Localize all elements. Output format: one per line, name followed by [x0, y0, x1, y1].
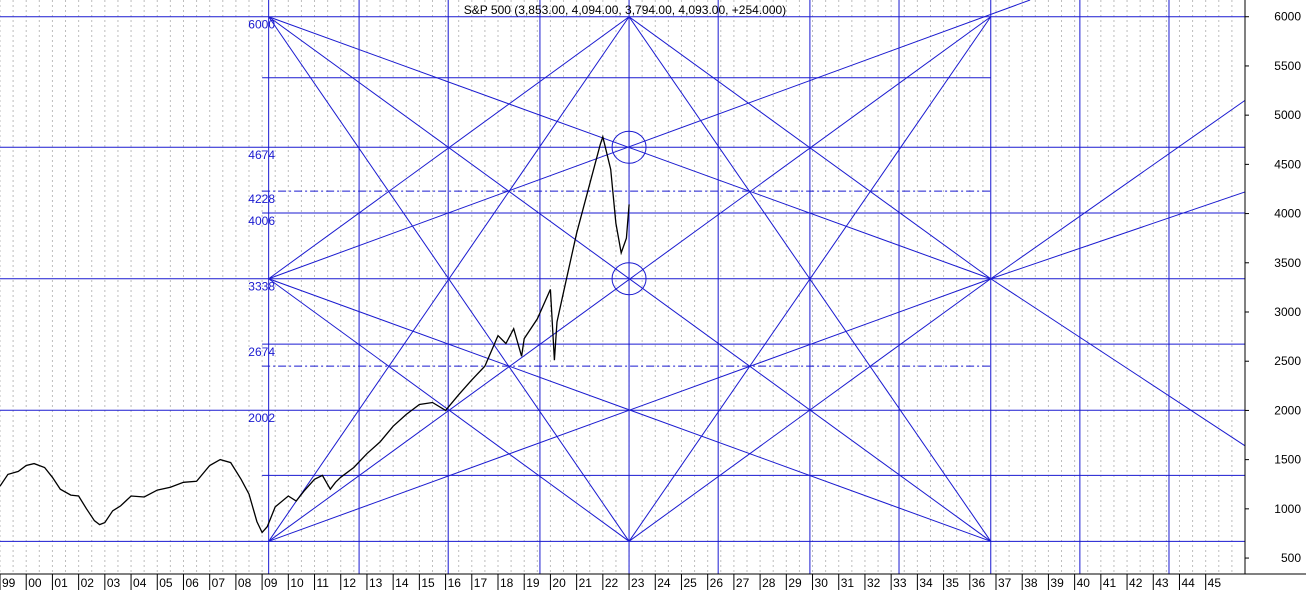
- circle-marker: [611, 130, 647, 164]
- x-tick-label: 37: [998, 576, 1012, 590]
- x-tick-label: 18: [500, 576, 514, 590]
- x-tick-label: 09: [264, 576, 278, 590]
- x-tick-label: 31: [841, 576, 855, 590]
- y-tick-label: 1000: [1274, 502, 1301, 516]
- x-tick-label: 29: [788, 576, 802, 590]
- x-tick-label: 14: [395, 576, 409, 590]
- x-tick-label: 35: [946, 576, 960, 590]
- circle-marker: [611, 262, 647, 296]
- x-tick-label: 03: [107, 576, 121, 590]
- x-tick-label: 04: [133, 576, 147, 590]
- x-tick-label: 42: [1129, 576, 1143, 590]
- level-label: 4674: [248, 148, 275, 162]
- gann-line: [628, 278, 992, 542]
- x-tick-label: 40: [1077, 576, 1091, 590]
- y-tick-label: 4000: [1274, 207, 1301, 221]
- x-tick-label: 06: [185, 576, 199, 590]
- level-label: 4006: [248, 214, 275, 228]
- level-labels: 6000 4674 4228 4006 3338 2674 2002: [248, 18, 275, 425]
- x-tick-label: 01: [54, 576, 68, 590]
- x-tick-label: 02: [81, 576, 95, 590]
- y-tick-label: 2000: [1274, 403, 1301, 417]
- gann-line: [268, 278, 630, 542]
- y-tick-label: 5000: [1274, 108, 1301, 122]
- level-label: 6000: [248, 18, 275, 32]
- x-tick-label: 21: [579, 576, 593, 590]
- x-tick-label: 08: [238, 576, 252, 590]
- vertical-levels: [268, 0, 1170, 574]
- x-tick-label: 00: [28, 576, 42, 590]
- level-label: 4228: [248, 192, 275, 206]
- x-tick-label: 19: [526, 576, 540, 590]
- vertical-grid: [0, 0, 1233, 574]
- x-tick-label: 17: [474, 576, 488, 590]
- x-tick-label: 36: [972, 576, 986, 590]
- x-tick-label: 24: [657, 576, 671, 590]
- x-tick-label: 43: [1155, 576, 1169, 590]
- x-tick-label: 15: [421, 576, 435, 590]
- gann-line: [990, 99, 1246, 280]
- gann-line: [990, 278, 1246, 447]
- y-tick-label: 4500: [1274, 157, 1301, 171]
- level-label: 2002: [248, 411, 275, 425]
- x-tick-label: 30: [815, 576, 829, 590]
- gann-lines: [268, 0, 1246, 542]
- x-tick-label: 44: [1181, 576, 1195, 590]
- gann-line: [268, 16, 991, 280]
- horizontal-levels: [0, 16, 1245, 542]
- x-tick-label: 11: [317, 576, 330, 590]
- circles: [611, 130, 647, 296]
- x-tick-label: 38: [1024, 576, 1038, 590]
- x-axis: 99 00 01 02 03 04 05 06 07 08 09 10 11 12 13 14 15 16 17 18…: [0, 574, 1221, 590]
- y-axis: 500 1000 1500 2000 2500 3000 3500 4000 4500 5000 5…: [1245, 10, 1301, 565]
- level-label: 3338: [248, 280, 275, 294]
- x-tick-label: 12: [343, 576, 357, 590]
- x-tick-label: 27: [736, 576, 750, 590]
- x-tick-label: 45: [1208, 576, 1222, 590]
- x-tick-label: 33: [893, 576, 907, 590]
- x-tick-label: 07: [212, 576, 226, 590]
- x-tick-label: 25: [683, 576, 697, 590]
- x-tick-label: 28: [762, 576, 776, 590]
- x-tick-label: 34: [919, 576, 933, 590]
- gann-line: [628, 16, 992, 542]
- gann-line: [268, 0, 1031, 280]
- chart-title: S&P 500 (3,853.00, 4,094.00, 3,794.00, 4…: [464, 3, 786, 17]
- y-tick-label: 2500: [1274, 354, 1301, 368]
- gann-line: [990, 191, 1246, 280]
- x-tick-label: 10: [290, 576, 304, 590]
- x-tick-label: 39: [1050, 576, 1064, 590]
- x-tick-label: 20: [552, 576, 566, 590]
- y-tick-label: 5500: [1274, 59, 1301, 73]
- x-tick-label: 22: [605, 576, 619, 590]
- gann-line: [268, 278, 991, 542]
- x-tick-label: 05: [159, 576, 173, 590]
- y-tick-label: 3000: [1274, 305, 1301, 319]
- price-series: [0, 134, 630, 534]
- x-tick-label: 13: [369, 576, 383, 590]
- y-tick-label: 3500: [1274, 256, 1301, 270]
- gann-line: [268, 16, 630, 280]
- y-tick-label: 500: [1281, 551, 1301, 565]
- x-tick-label: 41: [1103, 576, 1117, 590]
- x-tick-label: 16: [448, 576, 462, 590]
- x-tick-label: 26: [710, 576, 724, 590]
- gann-line: [268, 16, 992, 542]
- gann-line: [628, 16, 992, 280]
- x-tick-label: 99: [2, 576, 16, 590]
- x-tick-label: 32: [867, 576, 881, 590]
- y-tick-label: 6000: [1274, 10, 1301, 24]
- gann-line: [268, 16, 630, 542]
- y-tick-label: 1500: [1274, 453, 1301, 467]
- x-tick-label: 23: [631, 576, 645, 590]
- level-label: 2674: [248, 345, 275, 359]
